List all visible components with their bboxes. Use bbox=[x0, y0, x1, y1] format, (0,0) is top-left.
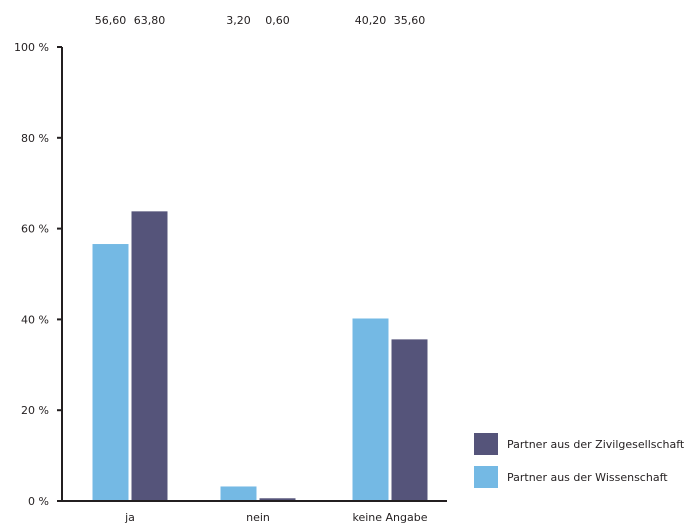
y-tick-label: 0 % bbox=[28, 495, 49, 508]
bar bbox=[92, 244, 129, 501]
bar bbox=[352, 318, 389, 501]
legend-swatch bbox=[474, 433, 498, 455]
y-axis-ticks: 0 % 20 % 40 % 60 % 80 % 100 % bbox=[14, 41, 62, 508]
value-label: 40,20 bbox=[355, 14, 387, 27]
legend-swatch bbox=[474, 466, 498, 488]
x-tick-label: nein bbox=[246, 511, 270, 524]
value-label: 56,60 bbox=[95, 14, 127, 27]
bars bbox=[92, 211, 428, 501]
x-tick-label: keine Angabe bbox=[352, 511, 427, 524]
legend-label: Partner aus der Wissenschaft bbox=[507, 471, 668, 484]
value-label: 0,60 bbox=[265, 14, 290, 27]
x-tick-label: ja bbox=[124, 511, 135, 524]
value-label: 3,20 bbox=[226, 14, 251, 27]
legend: Partner aus der Zivilgesellschaft Partner… bbox=[474, 433, 685, 488]
x-axis-labels: ja nein keine Angabe bbox=[124, 511, 428, 524]
bar bbox=[259, 498, 296, 501]
legend-label: Partner aus der Zivilgesellschaft bbox=[507, 438, 685, 451]
value-labels: 56,60 63,80 3,20 0,60 40,20 35,60 bbox=[95, 14, 426, 27]
y-tick-label: 40 % bbox=[21, 313, 49, 326]
bar bbox=[391, 339, 428, 501]
value-label: 35,60 bbox=[394, 14, 426, 27]
bar bbox=[220, 486, 257, 501]
bar bbox=[131, 211, 168, 501]
y-tick-label: 80 % bbox=[21, 132, 49, 145]
value-label: 63,80 bbox=[134, 14, 166, 27]
y-tick-label: 60 % bbox=[21, 223, 49, 236]
y-tick-label: 20 % bbox=[21, 404, 49, 417]
axes bbox=[61, 47, 447, 502]
y-tick-label: 100 % bbox=[14, 41, 49, 54]
